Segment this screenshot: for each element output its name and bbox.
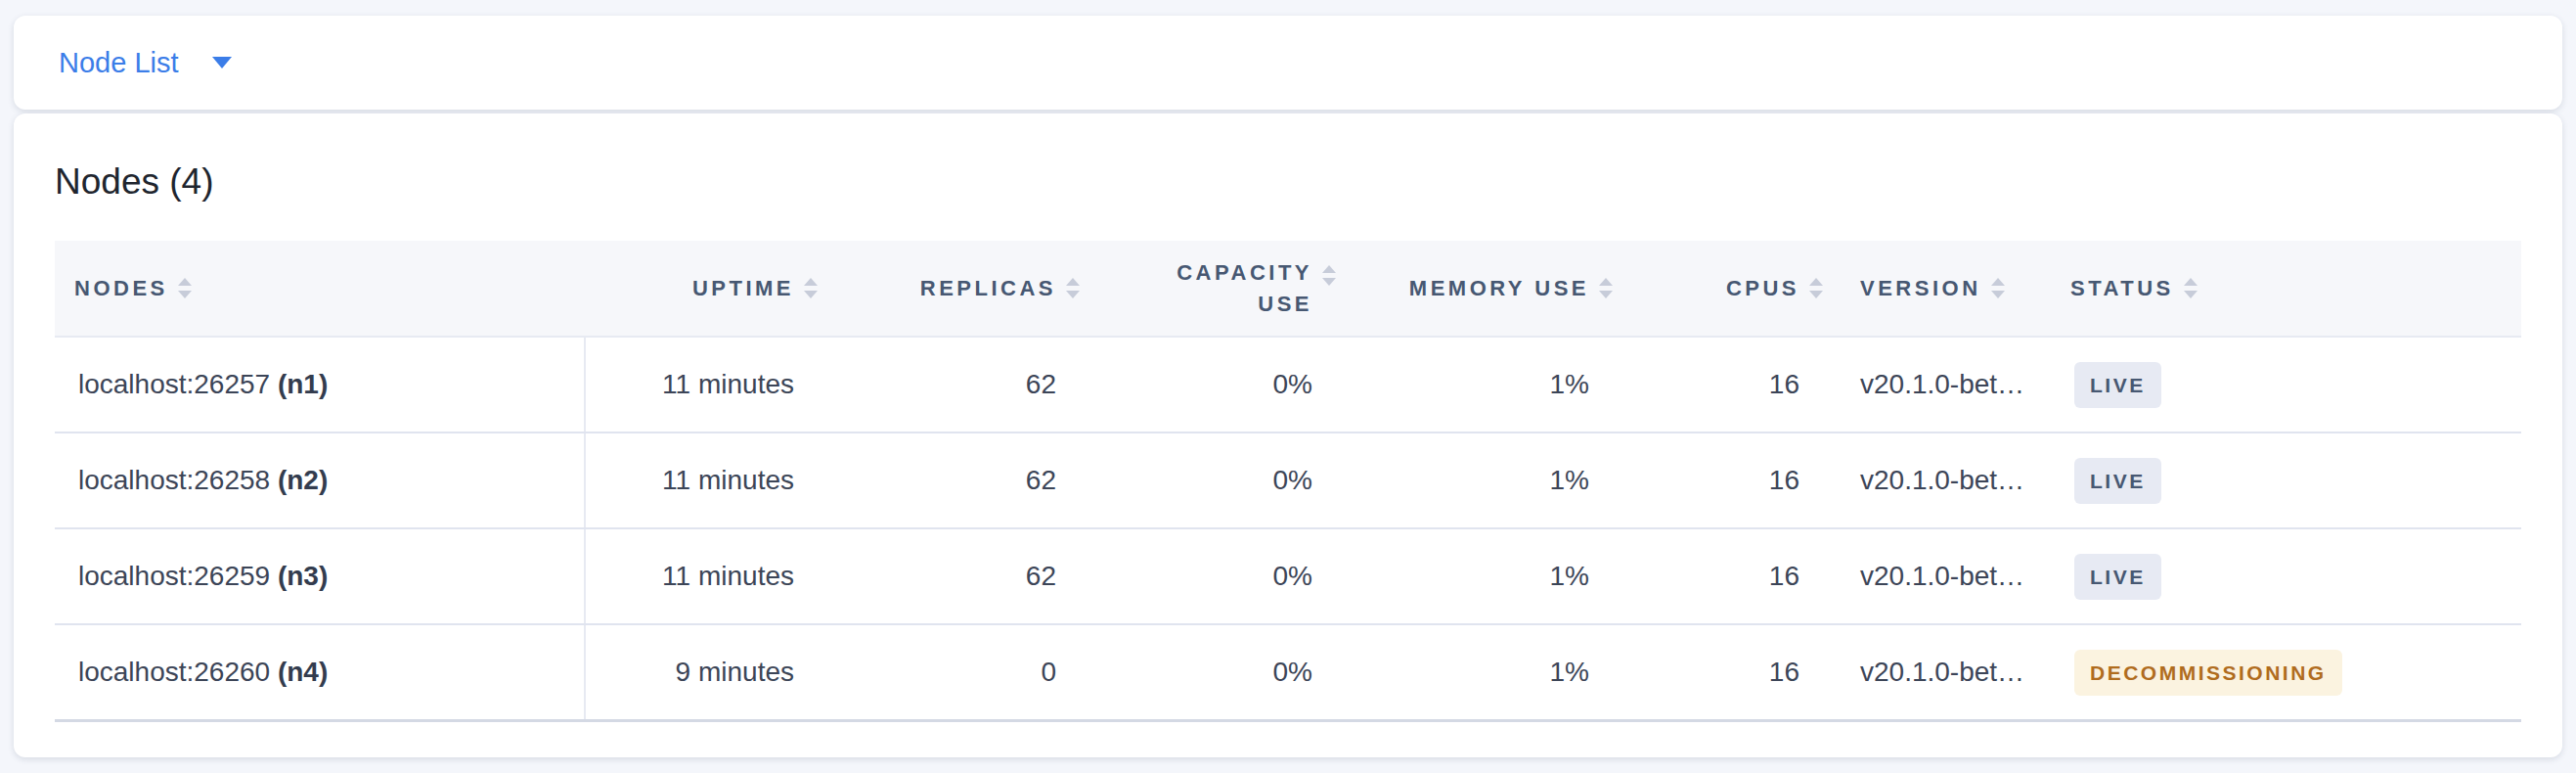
capacity-use-cell: 0% xyxy=(1082,337,1338,432)
status-cell: LIVE xyxy=(2055,337,2521,432)
cpus-cell: 16 xyxy=(1615,432,1825,528)
capacity-use-cell: 0% xyxy=(1082,528,1338,624)
sort-icon[interactable] xyxy=(1599,278,1613,298)
column-header-label: MEMORY USE xyxy=(1409,276,1589,301)
status-cell: DECOMMISSIONING xyxy=(2055,624,2521,720)
version-cell: v20.1.0-bet… xyxy=(1825,528,2055,624)
node-list-table: NODES UPTIME REPLICAS xyxy=(55,241,2521,722)
version-cell: v20.1.0-bet… xyxy=(1825,432,2055,528)
column-header-status[interactable]: STATUS xyxy=(2055,241,2521,337)
status-badge: LIVE xyxy=(2074,554,2161,600)
sort-icon[interactable] xyxy=(1991,278,2005,298)
status-badge: LIVE xyxy=(2074,362,2161,408)
column-header-uptime[interactable]: UPTIME xyxy=(585,241,820,337)
sort-icon[interactable] xyxy=(1809,278,1823,298)
replicas-cell: 0 xyxy=(820,624,1082,720)
version-cell: v20.1.0-bet… xyxy=(1825,624,2055,720)
uptime-cell: 11 minutes xyxy=(585,337,820,432)
column-header-version[interactable]: VERSION xyxy=(1825,241,2055,337)
node-address-cell[interactable]: localhost:26259 (n3) xyxy=(55,528,585,624)
status-badge: DECOMMISSIONING xyxy=(2074,650,2342,696)
toolbar: Node List xyxy=(14,16,2562,110)
memory-use-cell: 1% xyxy=(1338,337,1615,432)
memory-use-cell: 1% xyxy=(1338,528,1615,624)
sort-icon[interactable] xyxy=(1066,278,1080,298)
memory-use-cell: 1% xyxy=(1338,624,1615,720)
caret-down-icon xyxy=(212,57,232,68)
capacity-use-cell: 0% xyxy=(1082,624,1338,720)
node-id: (n4) xyxy=(278,657,328,687)
table-row: localhost:26260 (n4) 9 minutes 0 0% 1% 1… xyxy=(55,624,2521,720)
column-header-capacity-use[interactable]: CAPACITY USE xyxy=(1082,241,1338,337)
cpus-cell: 16 xyxy=(1615,624,1825,720)
uptime-cell: 11 minutes xyxy=(585,432,820,528)
sort-icon[interactable] xyxy=(2184,278,2198,298)
table-row: localhost:26258 (n2) 11 minutes 62 0% 1%… xyxy=(55,432,2521,528)
uptime-cell: 11 minutes xyxy=(585,528,820,624)
column-header-replicas[interactable]: REPLICAS xyxy=(820,241,1082,337)
node-address: localhost:26258 xyxy=(78,465,270,495)
sort-icon[interactable] xyxy=(804,278,818,298)
table-row: localhost:26259 (n3) 11 minutes 62 0% 1%… xyxy=(55,528,2521,624)
column-header-label: STATUS xyxy=(2070,276,2174,301)
column-header-label: CAPACITY USE xyxy=(1148,257,1312,320)
column-header-label: VERSION xyxy=(1860,276,1981,301)
table-header-row: NODES UPTIME REPLICAS xyxy=(55,241,2521,337)
column-header-nodes[interactable]: NODES xyxy=(55,241,585,337)
page-title: Nodes (4) xyxy=(55,160,2521,204)
replicas-cell: 62 xyxy=(820,337,1082,432)
replicas-cell: 62 xyxy=(820,528,1082,624)
column-header-label: NODES xyxy=(74,276,168,301)
column-header-cpus[interactable]: CPUS xyxy=(1615,241,1825,337)
table-row: localhost:26257 (n1) 11 minutes 62 0% 1%… xyxy=(55,337,2521,432)
status-cell: LIVE xyxy=(2055,528,2521,624)
version-cell: v20.1.0-bet… xyxy=(1825,337,2055,432)
node-id: (n2) xyxy=(278,465,328,495)
node-id: (n1) xyxy=(278,369,328,399)
nodes-panel: Nodes (4) NODES UPTIME xyxy=(14,114,2562,757)
status-cell: LIVE xyxy=(2055,432,2521,528)
memory-use-cell: 1% xyxy=(1338,432,1615,528)
cpus-cell: 16 xyxy=(1615,528,1825,624)
uptime-cell: 9 minutes xyxy=(585,624,820,720)
node-address-cell[interactable]: localhost:26260 (n4) xyxy=(55,624,585,720)
node-address-cell[interactable]: localhost:26258 (n2) xyxy=(55,432,585,528)
column-header-memory-use[interactable]: MEMORY USE xyxy=(1338,241,1615,337)
cpus-cell: 16 xyxy=(1615,337,1825,432)
column-header-label: REPLICAS xyxy=(920,276,1056,301)
node-address: localhost:26260 xyxy=(78,657,270,687)
status-badge: LIVE xyxy=(2074,458,2161,504)
node-address-cell[interactable]: localhost:26257 (n1) xyxy=(55,337,585,432)
capacity-use-cell: 0% xyxy=(1082,432,1338,528)
column-header-label: CPUS xyxy=(1726,276,1799,301)
view-selector-dropdown[interactable]: Node List xyxy=(59,47,232,79)
sort-icon[interactable] xyxy=(1322,265,1336,286)
node-id: (n3) xyxy=(278,561,328,591)
column-header-label: UPTIME xyxy=(692,276,794,301)
node-address: localhost:26259 xyxy=(78,561,270,591)
view-selector-label: Node List xyxy=(59,47,179,79)
sort-icon[interactable] xyxy=(178,278,192,298)
replicas-cell: 62 xyxy=(820,432,1082,528)
node-address: localhost:26257 xyxy=(78,369,270,399)
